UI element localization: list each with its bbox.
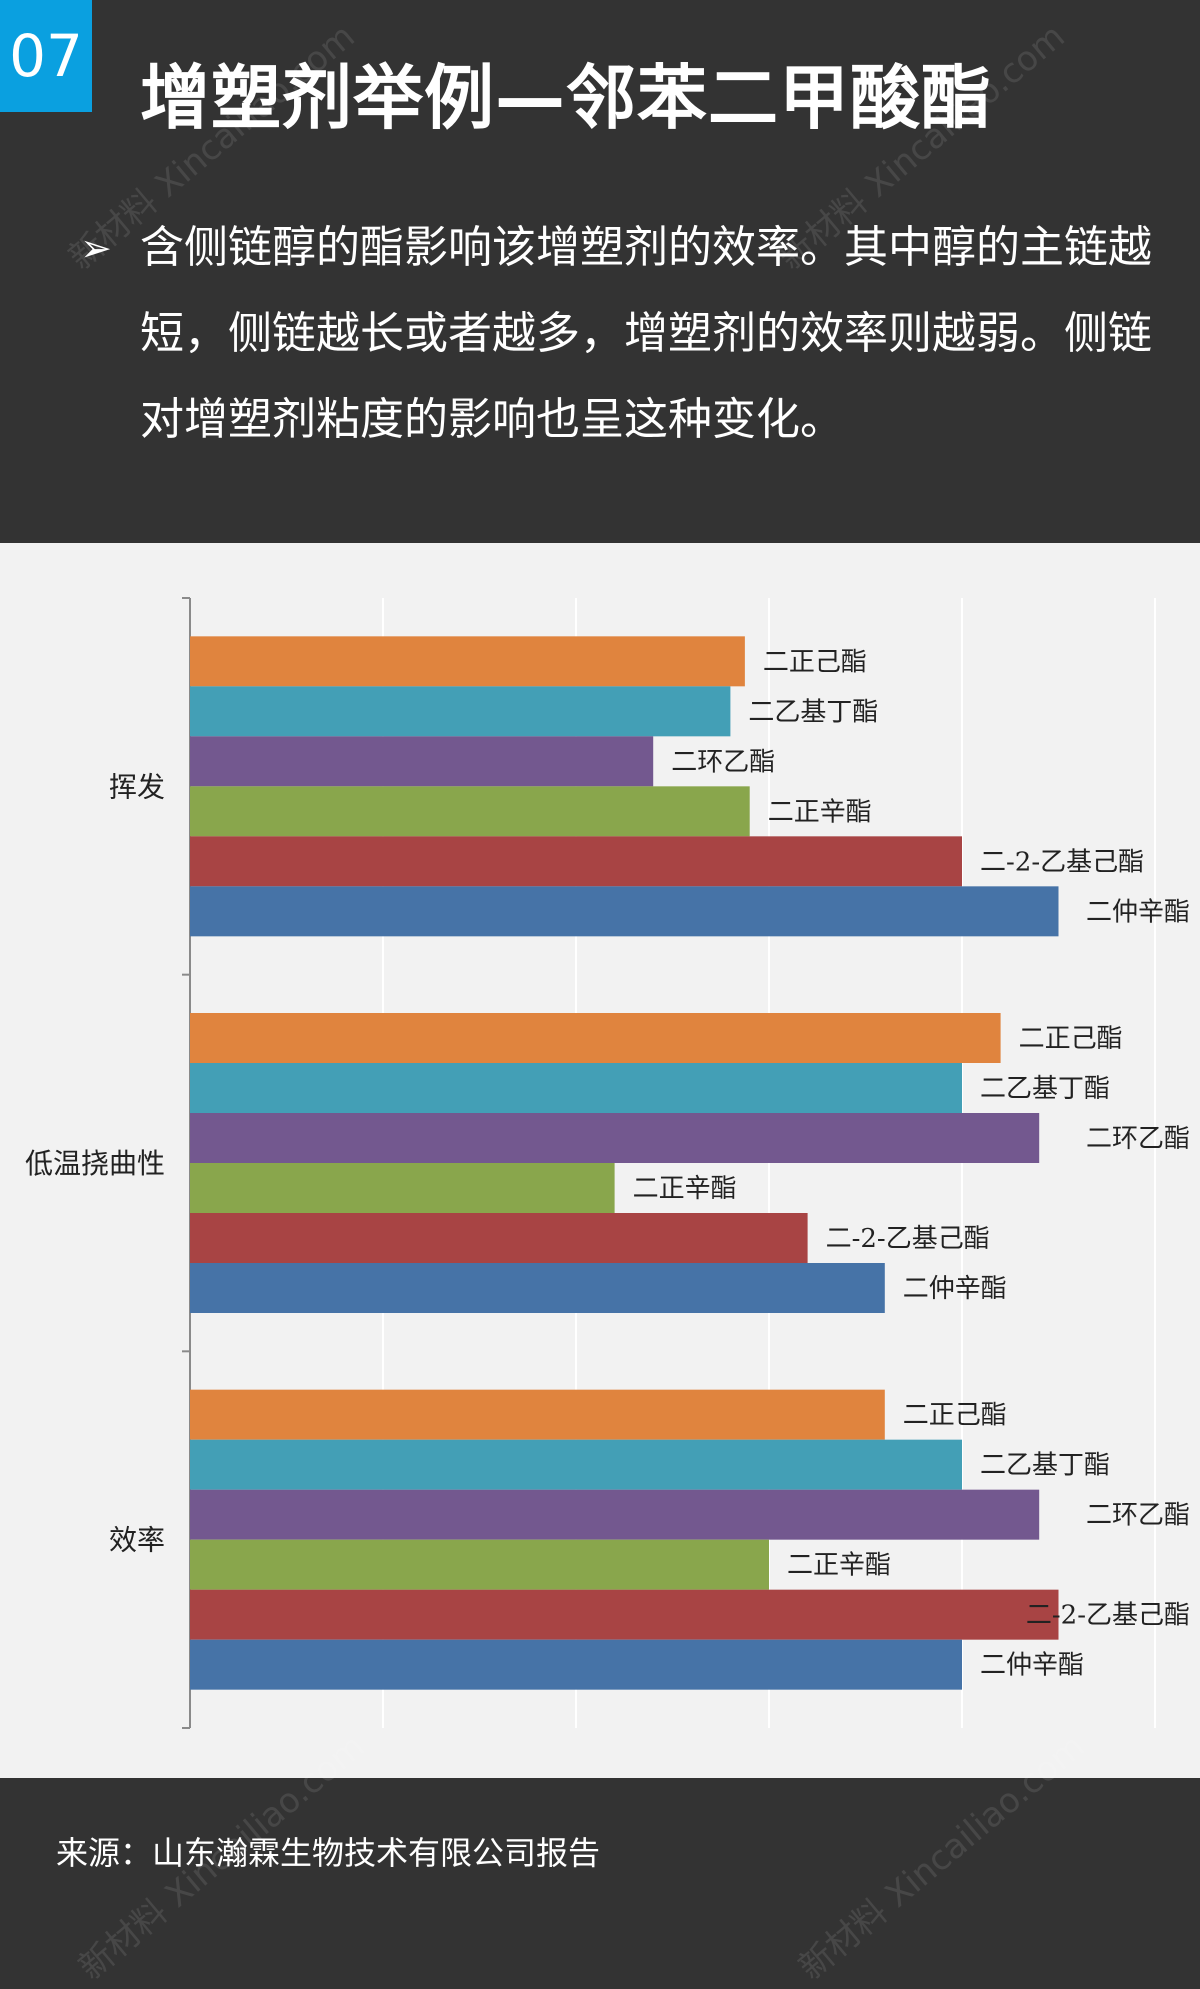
bar (190, 736, 654, 787)
bar (190, 886, 1059, 937)
bar-data-label: 二正己酯 (903, 1401, 1007, 1431)
bullet-text: 含侧链醇的酯影响该增塑剂的效率。其中醇的主链越短，侧链越长或者越多，增塑剂的效率… (140, 222, 1152, 445)
bar-data-label: 二乙基丁酯 (980, 1074, 1110, 1104)
bar (190, 1263, 885, 1313)
bar (190, 1213, 808, 1263)
bar-data-label: 二-2-乙基己酯 (980, 847, 1144, 877)
bar-data-label: 二正己酯 (763, 647, 867, 677)
bar (190, 1539, 769, 1590)
bar-data-label: 二环乙酯 (1086, 1124, 1190, 1154)
page-title: 增塑剂举例—邻苯二甲酸酯 (140, 57, 992, 139)
bar (190, 786, 750, 837)
category-label: 效率 (109, 1524, 165, 1557)
category-label: 挥发 (109, 770, 165, 803)
bar-data-label: 二乙基丁酯 (748, 697, 878, 727)
bar (190, 1113, 1040, 1163)
arrow-bullet-icon: ➢ (80, 226, 112, 270)
bar-data-label: 二正辛酯 (787, 1551, 891, 1581)
bar (190, 1389, 885, 1440)
bar (190, 1589, 1059, 1640)
category-label: 低温挠曲性 (25, 1147, 165, 1180)
bar (190, 1439, 962, 1490)
bar-data-label: 二仲辛酯 (903, 1274, 1007, 1304)
bar (190, 1013, 1001, 1063)
bar-data-label: 二正己酯 (1019, 1024, 1123, 1054)
bar (190, 636, 745, 687)
bar-data-label: 二环乙酯 (671, 747, 775, 777)
source-note: 来源：山东瀚霖生物技术有限公司报告 (56, 1834, 601, 1872)
bar (190, 1163, 615, 1213)
bar-data-label: 二正辛酯 (633, 1174, 737, 1204)
bar (190, 1063, 962, 1113)
section-number-badge: 07 (0, 0, 92, 112)
bar-data-label: 二仲辛酯 (1086, 897, 1190, 927)
bar (190, 836, 962, 887)
chart-panel: 挥发 二正己酯 二乙基丁酯 二环乙酯 二正辛酯 二-2-乙基己酯 二仲辛酯 低温挠曲性 二正己酯… (0, 543, 1200, 1778)
bar-data-label: 二-2-乙基己酯 (826, 1224, 990, 1254)
bar-data-label: 二仲辛酯 (980, 1651, 1084, 1681)
bar (190, 1639, 962, 1690)
bar-data-label: 二乙基丁酯 (980, 1451, 1110, 1481)
bullet-point: ➢ 含侧链醇的酯影响该增塑剂的效率。其中醇的主链越短，侧链越长或者越多，增塑剂的… (80, 205, 1160, 463)
bar-data-label: 二-2-乙基己酯 (1026, 1601, 1190, 1631)
bar-data-label: 二正辛酯 (768, 797, 872, 827)
bar (190, 686, 731, 737)
bar-data-label: 二环乙酯 (1086, 1501, 1190, 1531)
bar (190, 1489, 1040, 1540)
bar-chart: 挥发二正己酯二乙基丁酯二环乙酯二正辛酯二-2-乙基己酯二仲辛酯低温挠曲性二正己酯… (25, 597, 1190, 1729)
